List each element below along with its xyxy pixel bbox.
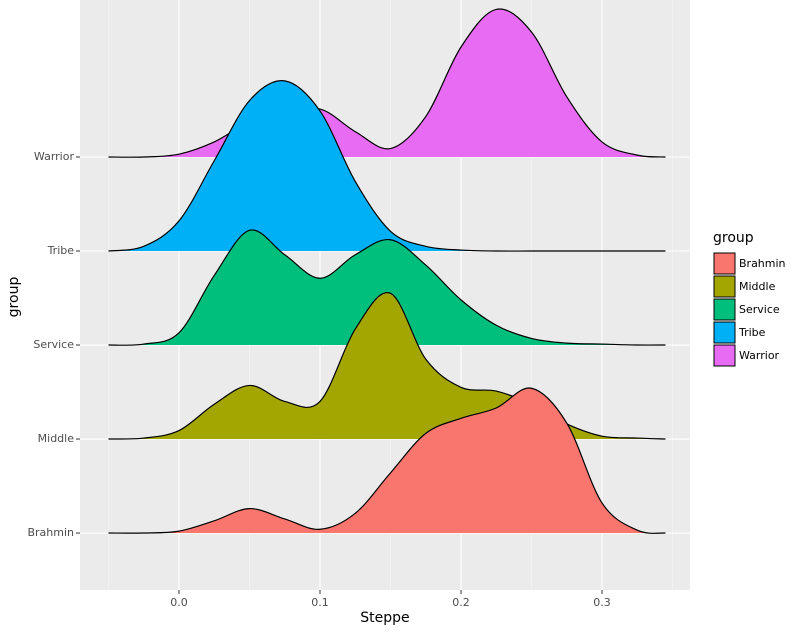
ridges (108, 8, 666, 534)
x-tick-label: 0.3 (593, 596, 611, 609)
legend-key (713, 344, 736, 367)
ridge-line (108, 387, 666, 534)
y-tick-label: Warrior (34, 150, 75, 163)
legend-key (713, 298, 736, 321)
ridge-area (108, 9, 666, 158)
legend-label: Warrior (739, 349, 780, 362)
ridge-area (108, 388, 666, 534)
ridge-line (108, 292, 666, 440)
x-axis-title: Steppe (360, 610, 409, 626)
y-tick-label: Service (33, 338, 74, 351)
ridge-area (108, 229, 666, 346)
x-tick-label: 0.0 (170, 596, 188, 609)
y-tick-label: Brahmin (27, 526, 74, 539)
legend-key (713, 321, 736, 344)
y-axis-title: group (6, 277, 22, 318)
legend-key (713, 275, 736, 298)
x-tick-label: 0.1 (311, 596, 329, 609)
y-tick-label: Middle (38, 432, 75, 445)
legend-label: Service (739, 303, 780, 316)
x-tick-label: 0.2 (452, 596, 470, 609)
axes: 0.0 0.1 0.2 0.3 Brahmin Middle Service Tribe War… (27, 150, 610, 609)
legend-label: Middle (739, 280, 776, 293)
legend-label: Tribe (738, 326, 766, 339)
legend: Brahmin Middle Service Tribe Warrior (713, 252, 786, 367)
legend-title: group (713, 230, 754, 246)
y-tick-label: Tribe (47, 244, 75, 257)
legend-label: Brahmin (739, 257, 786, 270)
ridge-line (108, 8, 666, 158)
ridge-line (108, 80, 666, 252)
ridge-area (108, 80, 666, 252)
ridge-line (108, 229, 666, 346)
legend-key (713, 252, 736, 275)
